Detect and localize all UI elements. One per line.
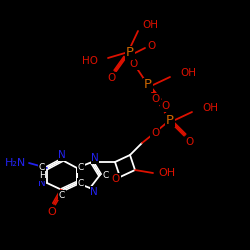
Text: P: P — [126, 46, 134, 60]
Text: C: C — [39, 164, 45, 172]
Text: OH: OH — [142, 20, 158, 30]
Text: N: N — [90, 187, 98, 197]
Text: P: P — [166, 114, 174, 126]
Text: OH: OH — [158, 168, 176, 178]
Text: N: N — [38, 178, 46, 188]
Text: OH: OH — [180, 68, 196, 78]
Text: C: C — [59, 190, 65, 200]
Text: O: O — [48, 207, 56, 217]
Text: H: H — [38, 172, 46, 180]
Text: N: N — [58, 150, 66, 160]
Text: O: O — [186, 137, 194, 147]
Text: N: N — [91, 153, 99, 163]
Text: C: C — [103, 170, 109, 179]
Text: O: O — [148, 41, 156, 51]
Text: O: O — [112, 174, 120, 184]
Text: H₂N: H₂N — [4, 158, 26, 168]
Text: OH: OH — [202, 103, 218, 113]
Text: O: O — [151, 128, 159, 138]
Text: HO: HO — [82, 56, 98, 66]
Text: O: O — [108, 73, 116, 83]
Text: O: O — [152, 94, 160, 104]
Text: P: P — [144, 78, 152, 92]
Text: C: C — [78, 178, 84, 188]
Text: O: O — [130, 59, 138, 69]
Text: C: C — [78, 164, 84, 172]
Text: O: O — [161, 101, 169, 111]
